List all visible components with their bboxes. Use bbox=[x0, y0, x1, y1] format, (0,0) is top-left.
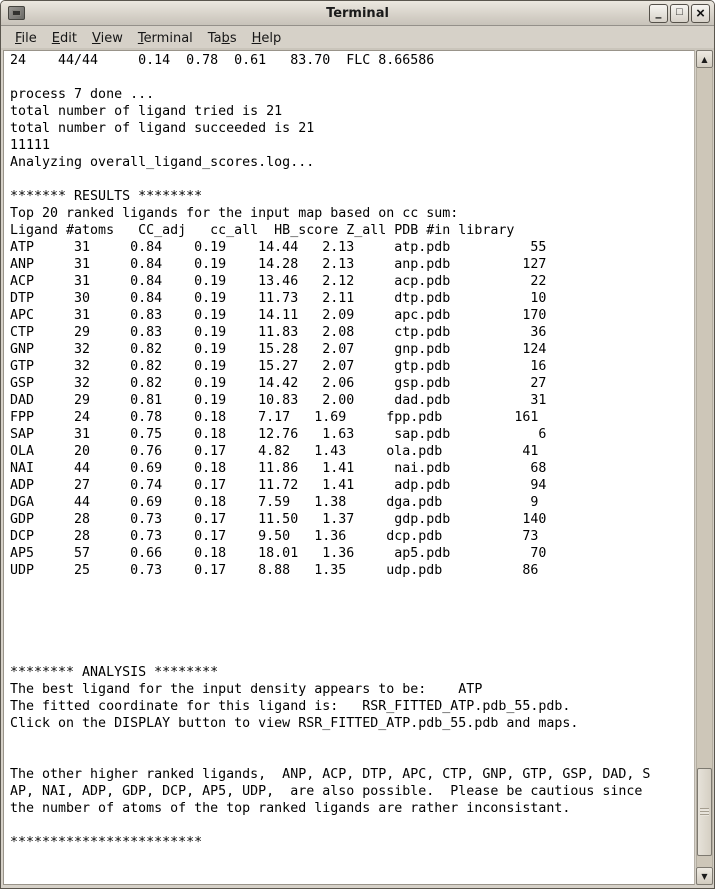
menu-item-mnemonic: b bbox=[221, 30, 230, 46]
minimize-button[interactable]: – bbox=[649, 3, 668, 24]
terminal-viewport: 24 44/44 0.14 0.78 0.61 83.70 FLC 8.6658… bbox=[3, 50, 695, 885]
menu-item-view[interactable]: View bbox=[91, 30, 123, 46]
scroll-up-button[interactable]: ▲ bbox=[696, 50, 713, 68]
menu-item-mnemonic: V bbox=[91, 30, 101, 46]
menu-item-mnemonic: F bbox=[15, 30, 22, 46]
menu-bar: File Edit View Terminal Tabs Help bbox=[1, 26, 714, 50]
close-icon: × bbox=[696, 4, 705, 22]
terminal-output[interactable]: 24 44/44 0.14 0.78 0.61 83.70 FLC 8.6658… bbox=[10, 53, 651, 850]
up-arrow-icon: ▲ bbox=[701, 54, 708, 64]
terminal-app-icon-screen bbox=[12, 10, 21, 16]
window-controls: – □ × bbox=[649, 3, 710, 24]
menu-item-file[interactable]: File bbox=[15, 30, 37, 46]
menu-item-mnemonic: E bbox=[51, 30, 60, 46]
terminal-content-area: 24 44/44 0.14 0.78 0.61 83.70 FLC 8.6658… bbox=[1, 50, 714, 888]
window-title: Terminal bbox=[326, 5, 389, 21]
scrollbar: ▲ ▼ bbox=[696, 50, 713, 885]
menu-item-help[interactable]: Help bbox=[251, 30, 282, 46]
maximize-button[interactable]: □ bbox=[670, 3, 689, 23]
scrollbar-thumb[interactable] bbox=[697, 768, 712, 856]
menu-item-edit[interactable]: Edit bbox=[51, 30, 77, 46]
close-button[interactable]: × bbox=[691, 3, 710, 23]
menu-item-mnemonic: H bbox=[251, 30, 262, 46]
title-bar[interactable]: Terminal – □ × bbox=[1, 1, 714, 26]
scroll-down-button[interactable]: ▼ bbox=[696, 867, 713, 885]
thumb-grip-icon bbox=[700, 808, 709, 816]
maximize-icon: □ bbox=[676, 5, 683, 18]
terminal-app-icon bbox=[8, 6, 25, 20]
menu-item-mnemonic: T bbox=[137, 30, 144, 46]
down-arrow-icon: ▼ bbox=[701, 871, 708, 881]
menu-item-terminal[interactable]: Terminal bbox=[137, 30, 193, 46]
minimize-icon: – bbox=[655, 10, 662, 24]
menu-item-tabs[interactable]: Tabs bbox=[207, 30, 237, 46]
scrollbar-trough[interactable] bbox=[696, 68, 713, 867]
